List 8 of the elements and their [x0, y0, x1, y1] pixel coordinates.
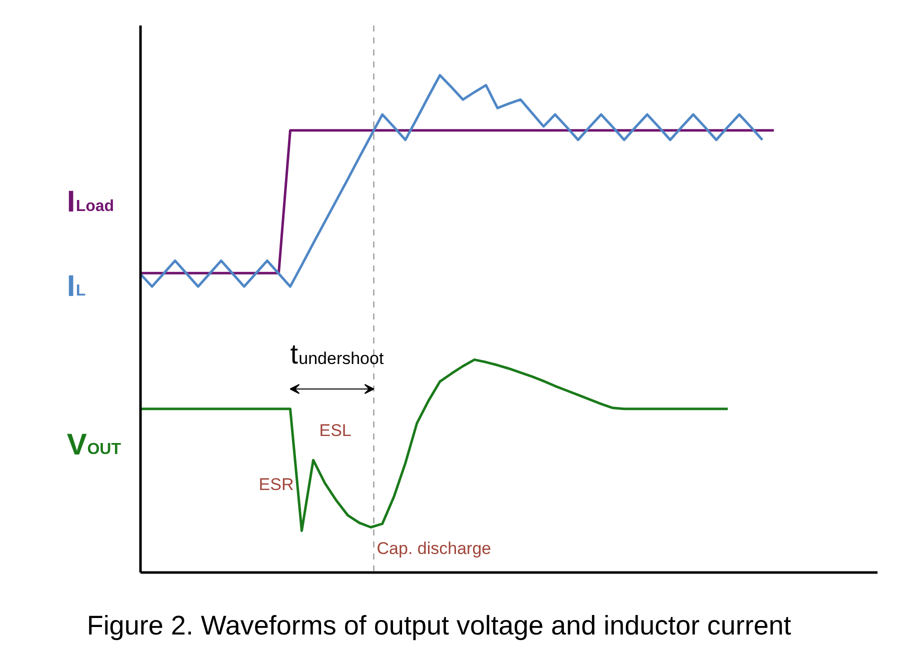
text: ILoad [66, 185, 114, 218]
series-label: VOUT [66, 428, 122, 462]
series-label: IL [66, 270, 86, 304]
annotation: ESR [258, 475, 294, 494]
annotation: tundershoot [290, 338, 384, 370]
annotation: Cap. discharge [376, 539, 492, 558]
text: Figure 2. Waveforms of output voltage and inductor current [86, 610, 792, 640]
annotation: ESL [319, 420, 352, 440]
